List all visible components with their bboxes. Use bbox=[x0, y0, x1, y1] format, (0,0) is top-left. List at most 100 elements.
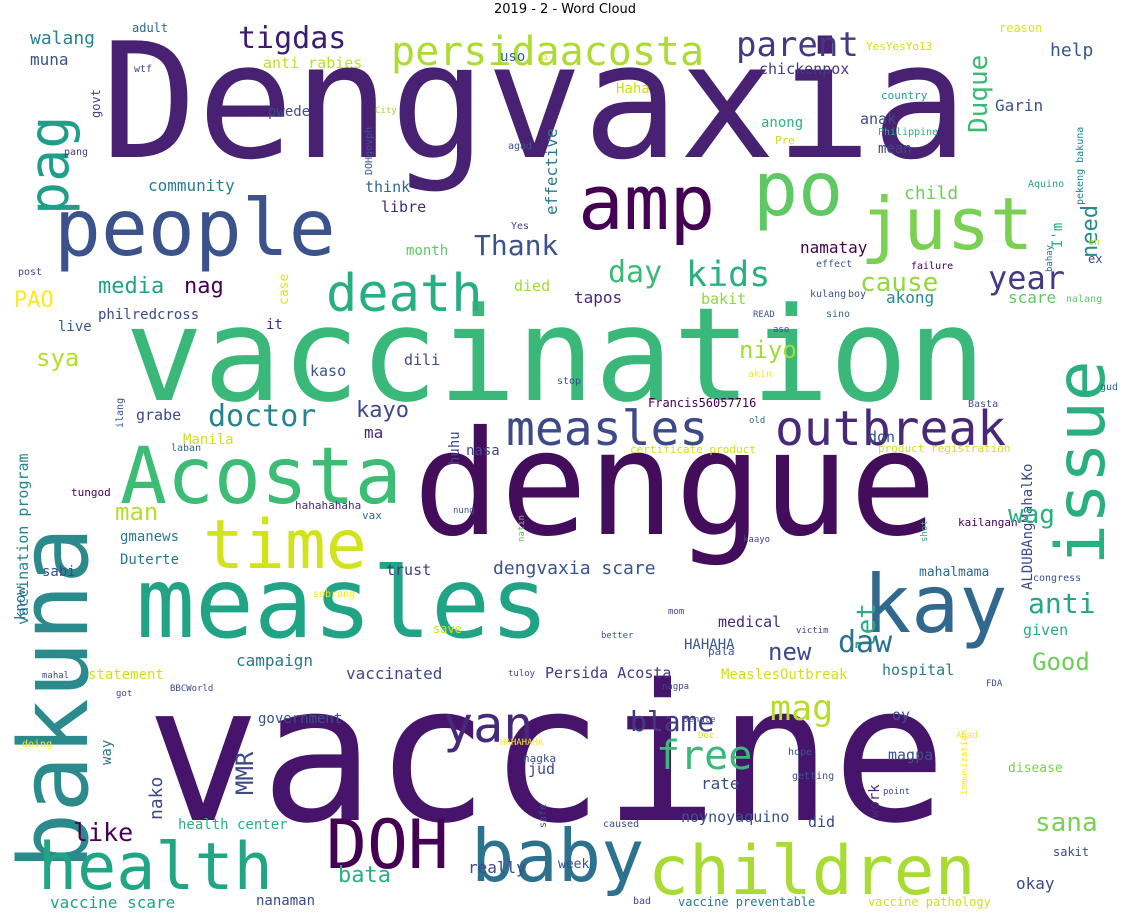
word: Duterte bbox=[120, 552, 180, 568]
word: Aquino bbox=[1028, 179, 1065, 190]
word: dengue bbox=[413, 400, 937, 569]
word: PAO bbox=[14, 288, 54, 313]
word: man bbox=[115, 498, 159, 526]
word: dili bbox=[404, 351, 441, 369]
word: MeaslesOutbreak bbox=[721, 667, 848, 683]
word: caused bbox=[603, 819, 640, 830]
word: given bbox=[1023, 621, 1069, 639]
word: kay bbox=[863, 558, 1008, 651]
word: parent bbox=[736, 25, 859, 65]
word: YesYesYo13 bbox=[866, 40, 933, 53]
word: HAHAHAHA bbox=[500, 738, 544, 748]
word: pang bbox=[64, 147, 89, 158]
word: namatay bbox=[800, 238, 868, 257]
word: magpa bbox=[888, 746, 934, 764]
word: vax bbox=[362, 509, 382, 522]
word: govt bbox=[89, 89, 103, 118]
word: mahal bbox=[919, 565, 959, 580]
word: niyo bbox=[739, 336, 797, 364]
word: did bbox=[808, 813, 836, 831]
word: DOH bbox=[326, 806, 449, 885]
word: anak bbox=[860, 110, 897, 128]
word: kaayo bbox=[743, 535, 771, 545]
word: scare bbox=[1008, 288, 1057, 307]
word: Basta bbox=[968, 399, 999, 410]
word: gud bbox=[1100, 382, 1119, 393]
word: ilang bbox=[115, 397, 126, 428]
word: sino bbox=[826, 309, 851, 320]
word: media bbox=[98, 274, 165, 299]
word: wag bbox=[1008, 500, 1055, 530]
word: mama bbox=[958, 565, 990, 580]
word: ma bbox=[364, 423, 384, 442]
word: Abad bbox=[956, 731, 978, 741]
word: boy bbox=[848, 289, 867, 300]
word: government bbox=[258, 711, 343, 727]
word: campaign bbox=[236, 651, 314, 670]
word: walang bbox=[30, 28, 96, 49]
word: shot bbox=[920, 520, 930, 542]
word: Philippine bbox=[878, 127, 939, 138]
word: country bbox=[881, 89, 928, 102]
word: akin bbox=[748, 369, 773, 380]
word: anti rabies bbox=[263, 54, 363, 72]
word: po bbox=[753, 145, 844, 233]
word: blame bbox=[630, 705, 715, 738]
word: nalang bbox=[1066, 294, 1103, 305]
word: Haha bbox=[616, 81, 650, 97]
word: Duque bbox=[964, 54, 994, 133]
word: hope bbox=[788, 747, 813, 758]
word: people bbox=[54, 184, 336, 274]
word: Pre bbox=[775, 134, 795, 147]
word: DOHgovph bbox=[364, 126, 375, 175]
word: rate bbox=[701, 774, 740, 793]
word: kaso bbox=[310, 362, 347, 380]
measles-2: measles bbox=[506, 401, 709, 457]
word: stop bbox=[557, 376, 582, 387]
word: outbreak bbox=[775, 401, 1007, 457]
word: week bbox=[558, 857, 590, 872]
word: time bbox=[203, 506, 367, 585]
word: point bbox=[883, 787, 911, 797]
word: mahal bbox=[42, 671, 70, 681]
word: Francis56057716 bbox=[648, 396, 757, 410]
word: adult bbox=[132, 21, 169, 35]
word: think bbox=[365, 178, 411, 196]
word: sakit bbox=[1053, 845, 1090, 859]
word: doing bbox=[22, 739, 53, 750]
word: huhu bbox=[447, 431, 463, 465]
word: child bbox=[904, 183, 959, 204]
word: cause bbox=[860, 268, 939, 298]
word: Thank bbox=[474, 229, 559, 262]
word: amp bbox=[578, 158, 716, 247]
word: aso bbox=[773, 325, 790, 335]
word: tigdas bbox=[238, 21, 347, 56]
word: persidaacosta bbox=[391, 29, 705, 75]
word: Dengvaxia bbox=[101, 20, 968, 195]
word: kailangan bbox=[958, 516, 1018, 529]
word: nako bbox=[146, 776, 167, 820]
word: dengvaxia scare bbox=[493, 558, 656, 579]
word: died bbox=[514, 277, 551, 295]
word: victim bbox=[796, 626, 829, 636]
word: ex bbox=[1088, 252, 1103, 266]
word: mag bbox=[770, 689, 834, 729]
word: mom bbox=[668, 607, 685, 617]
word: Acosta bbox=[120, 432, 402, 522]
word: medical bbox=[718, 613, 782, 631]
word: nagka bbox=[523, 752, 557, 765]
word: nung bbox=[453, 506, 475, 516]
word: pekeng bakuna bbox=[1075, 126, 1086, 205]
word: getting bbox=[792, 771, 835, 782]
word: anong bbox=[761, 115, 804, 131]
word: need bbox=[1078, 205, 1103, 258]
word: mean bbox=[878, 141, 912, 157]
word: jud bbox=[528, 760, 556, 778]
word: sana bbox=[1035, 808, 1098, 838]
word: live bbox=[58, 319, 92, 335]
word: day bbox=[608, 255, 663, 290]
word: Persida Acosta bbox=[545, 664, 672, 682]
word: HAHAHA bbox=[684, 637, 735, 653]
word: save bbox=[433, 622, 462, 636]
word: bad bbox=[633, 896, 652, 907]
